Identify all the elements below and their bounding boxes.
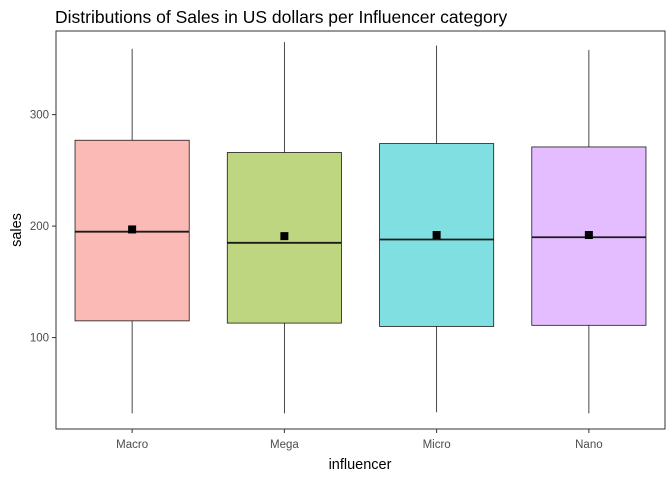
mean-marker — [432, 231, 441, 240]
y-axis-title: sales — [9, 213, 25, 247]
y-tick-label: 300 — [30, 110, 49, 122]
x-axis: Macro Mega Micro Nano — [116, 429, 603, 451]
mean-marker — [584, 231, 593, 240]
y-tick-label: 200 — [30, 221, 49, 233]
x-tick-label: Mega — [270, 439, 299, 451]
x-tick-label: Macro — [116, 439, 148, 451]
mean-marker — [280, 232, 289, 241]
y-tick-label: 100 — [30, 333, 49, 345]
x-tick-label: Nano — [575, 439, 603, 451]
chart-title: Distributions of Sales in US dollars per… — [55, 7, 508, 27]
x-axis-title: influencer — [329, 457, 392, 473]
box-micro — [379, 45, 495, 413]
y-axis: 100 200 300 — [30, 110, 56, 345]
boxes — [74, 42, 647, 414]
box-mega — [226, 42, 342, 414]
box-macro — [74, 48, 190, 414]
x-tick-label: Micro — [423, 439, 451, 451]
box-nano — [531, 49, 647, 414]
mean-marker — [128, 225, 137, 234]
